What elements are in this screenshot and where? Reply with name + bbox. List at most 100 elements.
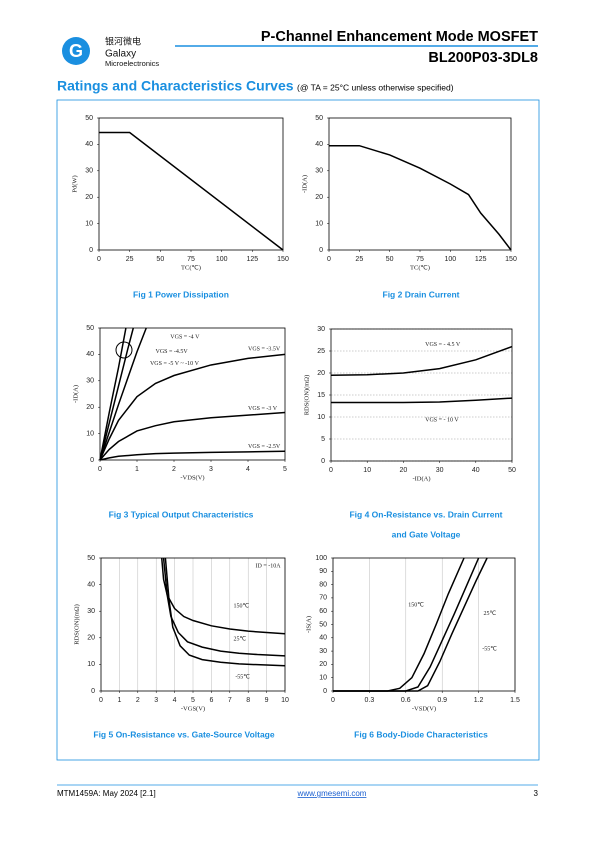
y-tick-label: 0 xyxy=(323,688,327,695)
series-label: VGS = -4 V xyxy=(170,335,200,341)
curve xyxy=(331,397,513,404)
figure-caption: Fig 4 On-Resistance vs. Drain Current xyxy=(349,509,502,519)
x-tick-label: 50 xyxy=(156,256,164,263)
y-tick-label: 80 xyxy=(319,581,327,588)
x-tick-label: 0.6 xyxy=(401,697,411,704)
x-tick-label: 50 xyxy=(508,467,516,474)
y-tick-label: 20 xyxy=(319,661,327,668)
y-tick-label: 40 xyxy=(86,351,94,358)
curve xyxy=(99,327,135,461)
y-axis-label: -ID(A) xyxy=(301,175,308,193)
y-tick-label: 50 xyxy=(87,555,95,562)
y-tick-label: 0 xyxy=(321,458,325,465)
x-axis-label: TC(℃) xyxy=(410,264,430,271)
y-tick-label: 50 xyxy=(85,115,93,122)
x-tick-label: 0.9 xyxy=(437,697,447,704)
x-tick-label: 50 xyxy=(386,256,394,263)
y-tick-label: 20 xyxy=(317,370,325,377)
curve xyxy=(164,557,286,667)
logo-mark: G xyxy=(69,41,83,61)
y-tick-label: 100 xyxy=(315,555,327,562)
x-tick-label: 4 xyxy=(246,466,250,473)
series-label: VGS = -2.5V xyxy=(248,444,281,450)
doc-title: P-Channel Enhancement Mode MOSFET xyxy=(261,29,538,45)
x-tick-label: 3 xyxy=(154,697,158,704)
x-tick-label: 150 xyxy=(277,256,289,263)
y-tick-label: 15 xyxy=(317,392,325,399)
x-tick-label: 75 xyxy=(187,256,195,263)
x-tick-label: 2 xyxy=(136,697,140,704)
y-tick-label: 10 xyxy=(317,414,325,421)
logo xyxy=(62,37,90,65)
y-tick-label: 30 xyxy=(319,648,327,655)
plot-frame xyxy=(98,117,284,251)
curve xyxy=(330,345,513,376)
y-tick-label: 10 xyxy=(85,220,93,227)
logo-sub: Microelectronics xyxy=(105,59,159,68)
section-condition: (@ TA = 25°C unless otherwise specified) xyxy=(297,82,454,92)
x-tick-label: 100 xyxy=(216,256,228,263)
x-tick-label: 0.3 xyxy=(365,697,375,704)
figure-caption: and Gate Voltage xyxy=(392,529,461,539)
curve xyxy=(99,327,147,461)
series-label: 150℃ xyxy=(408,603,424,609)
curve xyxy=(99,450,286,461)
series-label: VGS = -3.5V xyxy=(248,346,281,352)
y-tick-label: 0 xyxy=(89,247,93,254)
x-tick-label: 40 xyxy=(472,467,480,474)
x-tick-label: 0 xyxy=(327,256,331,263)
footer-doc: MTM1459A: May 2024 [2.1] xyxy=(57,789,156,798)
y-tick-label: 40 xyxy=(85,141,93,148)
y-tick-label: 40 xyxy=(315,141,323,148)
footer-link[interactable]: www.gmesemi.com xyxy=(297,789,367,798)
x-tick-label: 125 xyxy=(475,256,487,263)
x-tick-label: 6 xyxy=(209,697,213,704)
y-tick-label: 50 xyxy=(86,325,94,332)
x-tick-label: 8 xyxy=(246,697,250,704)
x-axis-label: -VDS(V) xyxy=(180,474,204,481)
x-tick-label: 1.5 xyxy=(510,697,520,704)
y-tick-label: 90 xyxy=(319,568,327,575)
curve xyxy=(99,131,284,251)
x-axis-label: -ID(A) xyxy=(412,475,430,482)
series-label: 150℃ xyxy=(233,603,249,609)
series-label: -55℃ xyxy=(235,674,250,680)
y-tick-label: 0 xyxy=(319,247,323,254)
figure-caption: Fig 6 Body-Diode Characteristics xyxy=(354,729,488,739)
y-tick-label: 0 xyxy=(90,457,94,464)
x-tick-label: 10 xyxy=(363,467,371,474)
x-tick-label: 0 xyxy=(98,466,102,473)
curve xyxy=(333,557,488,692)
y-axis-label: -IS(A) xyxy=(305,616,312,633)
x-tick-label: 9 xyxy=(265,697,269,704)
series-label: VGS = - 4.5 V xyxy=(425,342,461,348)
x-tick-label: 1.2 xyxy=(474,697,484,704)
x-tick-label: 20 xyxy=(400,467,408,474)
figure-caption: Fig 2 Drain Current xyxy=(383,289,460,299)
plot-frame xyxy=(100,557,286,692)
x-axis-label: -VSD(V) xyxy=(412,705,436,712)
x-tick-label: 25 xyxy=(355,256,363,263)
x-tick-label: 0 xyxy=(99,697,103,704)
figure-caption: Fig 5 On-Resistance vs. Gate-Source Volt… xyxy=(93,729,275,739)
x-tick-label: 4 xyxy=(173,697,177,704)
figure-caption: Fig 1 Power Dissipation xyxy=(133,289,229,299)
y-tick-label: 20 xyxy=(85,194,93,201)
y-tick-label: 5 xyxy=(321,436,325,443)
y-axis-label: Pd(W) xyxy=(71,175,78,192)
series-label: 25℃ xyxy=(233,637,246,643)
y-tick-label: 60 xyxy=(319,608,327,615)
y-tick-label: 30 xyxy=(85,168,93,175)
y-axis-label: -ID(A) xyxy=(72,385,79,403)
y-tick-label: 40 xyxy=(319,635,327,642)
series-label: -55℃ xyxy=(482,646,497,652)
curve xyxy=(99,411,286,461)
x-tick-label: 7 xyxy=(228,697,232,704)
section-title: Ratings and Characteristics Curves xyxy=(57,78,294,94)
y-tick-label: 30 xyxy=(86,378,94,385)
x-tick-label: 1 xyxy=(117,697,121,704)
plot-frame xyxy=(99,327,286,461)
x-tick-label: 10 xyxy=(281,697,289,704)
curve xyxy=(333,557,465,692)
curve xyxy=(329,144,512,251)
